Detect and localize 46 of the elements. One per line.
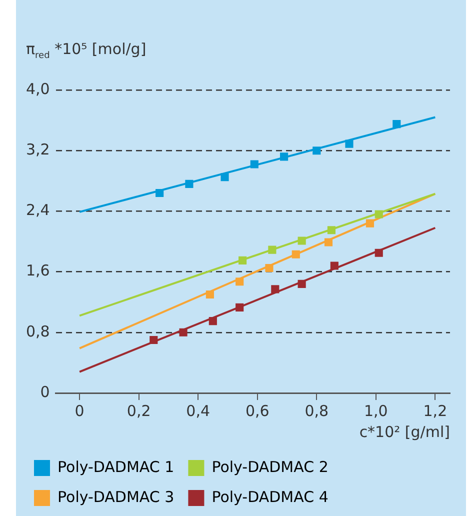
y-axis-title: π$_{red}$ *10⁵ [mol/g] [26, 40, 146, 61]
point [271, 285, 280, 294]
x-tick-label: 0,8 [304, 402, 329, 420]
point [236, 303, 244, 312]
legend-label: Poly-DADMAC 2 [212, 458, 328, 476]
point [298, 280, 306, 288]
y-tick-label: 3,2 [26, 140, 50, 158]
point [298, 236, 306, 245]
point [220, 173, 229, 182]
x-tick-label: 0,6 [245, 402, 270, 420]
point [327, 226, 336, 234]
y-tick-label: 0 [40, 382, 50, 401]
point [292, 250, 300, 258]
y-tick-label: 0,8 [26, 322, 50, 340]
point [374, 210, 383, 218]
point [265, 264, 274, 272]
legend-label: Poly-DADMAC 4 [212, 488, 328, 506]
point [374, 248, 383, 257]
point [345, 140, 354, 148]
point [179, 328, 188, 336]
x-tick-label: 0,2 [126, 402, 151, 420]
x-tick-label: 0 [74, 402, 84, 420]
point [330, 262, 338, 270]
point [250, 160, 258, 168]
point [236, 278, 244, 286]
point [268, 246, 276, 254]
y-tick-label: 4,0 [26, 80, 50, 98]
point [280, 152, 288, 161]
point [392, 120, 401, 128]
point [208, 317, 217, 326]
x-tick-label: 1,2 [423, 402, 448, 420]
legend-label: Poly-DADMAC 3 [58, 488, 174, 506]
x-axis-title: c*10² [g/ml] [359, 422, 450, 441]
x-tick-label: 1,0 [364, 402, 388, 420]
legend-label: Poly-DADMAC 1 [58, 458, 174, 476]
point [185, 180, 194, 188]
point [206, 290, 214, 299]
point [150, 336, 158, 344]
x-tick-label: 0,4 [186, 402, 210, 420]
point [312, 146, 321, 155]
point [238, 256, 247, 264]
y-tick-label: 2,4 [26, 201, 50, 220]
point [324, 238, 333, 246]
point [366, 219, 374, 228]
point [156, 188, 164, 198]
y-tick-label: 1,6 [26, 262, 50, 280]
